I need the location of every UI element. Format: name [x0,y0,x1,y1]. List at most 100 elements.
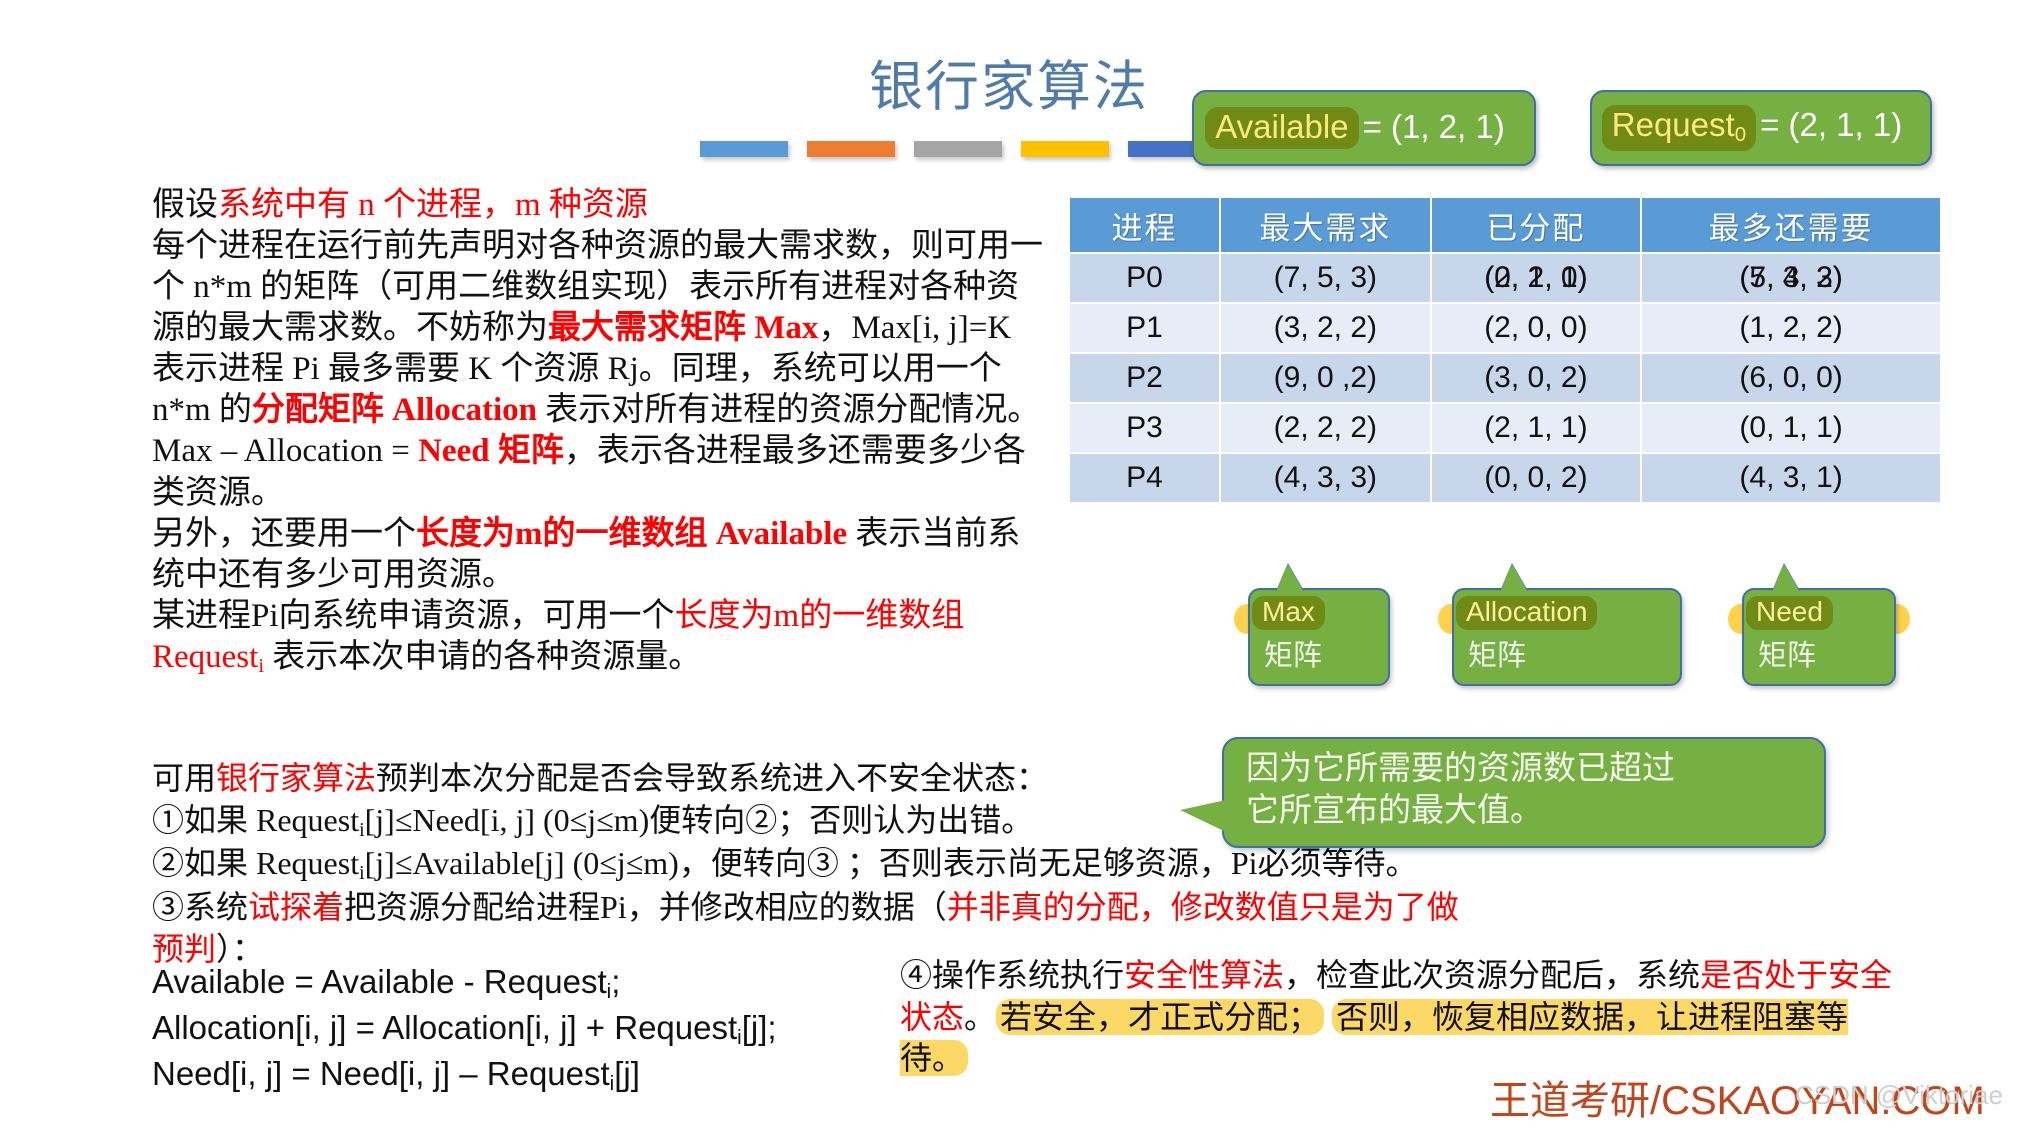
step4-red2: 是否处于安全状态 [900,957,1893,1035]
cell-allocation: (3, 0, 2) [1431,354,1641,402]
formula-need: Need[i, j] = Need[i, j] – Requesti[j] [152,1055,640,1096]
bubble-max-label: Max [1252,596,1325,630]
bubble-tail [1276,564,1304,592]
steps-block: 可用银行家算法预判本次分配是否会导致系统进入不安全状态： ①如果 Request… [152,758,1482,970]
callout-available-value: = (1, 2, 1) [1362,108,1505,145]
th-need: 最多还需要 [1642,198,1940,252]
callout-request0-value: = (2, 1, 1) [1760,106,1903,144]
table-row: P3 (2, 2, 2) (2, 1, 1) (0, 1, 1) [1070,404,1940,452]
table-row: P0 (7, 5, 3) (0, 1, 0) (2, 2, 1) (7, 4, … [1070,254,1940,302]
bubble-tail [1500,564,1528,592]
table-row: P4 (4, 3, 3) (0, 0, 2) (4, 3, 1) [1070,454,1940,502]
table-row: P2 (9, 0 ,2) (3, 0, 2) (6, 0, 0) [1070,354,1940,402]
step4-highlight-1: 若安全，才正式分配； [996,998,1325,1035]
p3-head: 另外，还要用一个 [152,515,416,552]
cell-max: (4, 3, 3) [1221,454,1430,502]
th-process: 进程 [1070,198,1220,252]
p4-head: 某进程Pi向系统申请资源，可用一个 [152,597,675,634]
table-header-row: 进程 最大需求 已分配 最多还需要 [1070,198,1940,252]
callout-available: Available = (1, 2, 1) [1192,90,1536,166]
cell-need: (6, 0, 0) [1642,354,1940,402]
callout-request0: Request0 = (2, 1, 1) [1590,90,1932,166]
accent-bar-3 [914,141,1002,157]
p4-red: 长度为m的一维数组 Requesti [152,597,965,677]
formula-allocation: Allocation[i, j] = Allocation[i, j] + Re… [152,1009,777,1050]
callout-available-text: Available = (1, 2, 1) [1205,107,1505,149]
p2-mid: ，Max[i, j]=K 表示进程 Pi 最多需要 K 个资源 Rj。同理，系统… [152,310,1012,429]
overlapping-values: (0, 1, 0) (2, 2, 1) [1484,261,1588,294]
bubble-need: Need 矩阵 [1728,564,1910,686]
formula-available: Available = Available - Requesti; [152,963,621,1004]
step-4-block: ④操作系统执行安全性算法，检查此次资源分配后，系统是否处于安全状态。 若安全，才正… [900,955,1910,1080]
cell-process: P2 [1070,354,1220,402]
speech-bubble-explanation: 因为它所需要的资源数已超过 它所宣布的最大值。 [1180,737,1826,849]
th-allocation: 已分配 [1431,198,1641,252]
cell-need: (7, 4, 3) (5, 3, 2) [1642,254,1940,302]
p4-tail: 表示本次申请的各种资源量。 [264,638,702,675]
bubble-max-cn: 矩阵 [1264,640,1323,672]
overlapping-values: (7, 4, 3) (5, 3, 2) [1739,261,1843,294]
cell-max: (9, 0 ,2) [1221,354,1430,402]
bubble-allocation-label: Allocation [1456,596,1598,630]
accent-bar-1 [700,141,788,157]
p3-red: 长度为m的一维数组 Available [416,515,848,552]
step4-mid: ，检查此次资源分配后，系统 [1284,957,1701,993]
cell-allocation: (2, 0, 0) [1431,304,1641,352]
speech-line-2: 它所宣布的最大值。 [1246,792,1543,829]
cell-allocation: (2, 1, 1) [1431,404,1641,452]
th-max: 最大需求 [1221,198,1430,252]
cell-allocation: (0, 1, 0) (2, 2, 1) [1431,254,1641,302]
footer-brand: 王道考研/CSKAOYAN.COM [1490,1079,1985,1123]
speech-line-1: 因为它所需要的资源数已超过 [1246,751,1675,787]
p2-red-need: Need 矩阵 [418,433,564,470]
resource-table: 进程 最大需求 已分配 最多还需要 P0 (7, 5, 3) (0, 1, 0)… [1068,196,1942,504]
bubble-need-label: Need [1746,596,1833,630]
p1-red: 系统中有 n 个进程，m 种资源 [218,187,648,223]
accent-bar-4 [1021,141,1109,157]
cell-process: P0 [1070,254,1220,302]
cell-process: P3 [1070,404,1220,452]
speech-bubble-tail [1180,800,1226,833]
p2-red-max: 最大需求矩阵 Max [548,310,819,347]
bubble-max: Max 矩阵 [1234,564,1390,686]
p2-text: 每个进程在运行前先声明对各种资源的最大需求数，则可用一个 n*m 的矩阵（可用二… [152,228,1043,347]
intro-tail: 预判本次分配是否会导致系统进入不安全状态： [376,760,1049,796]
body-paragraph-block: 假设系统中有 n 个进程，m 种资源 每个进程在运行前先声明对各种资源的最大需求… [152,185,1052,679]
p2-red-allocation: 分配矩阵 Allocation [251,392,537,429]
cell-max: (2, 2, 2) [1221,404,1430,452]
accent-bar-strip [700,141,1216,157]
cell-allocation: (0, 0, 2) [1431,454,1641,502]
callout-available-label: Available [1205,107,1359,149]
step-1: ①如果 Requesti[j]≤Need[i, j] (0≤j≤m)便转向②；否… [152,801,1034,841]
accent-bar-2 [807,141,895,157]
cell-max: (7, 5, 3) [1221,254,1430,302]
cell-need: (0, 1, 1) [1642,404,1940,452]
formula-block: Available = Available - Requesti; Alloca… [152,960,852,1098]
cell-process: P1 [1070,304,1220,352]
intro-red: 银行家算法 [216,760,377,796]
cell-process: P4 [1070,454,1220,502]
cell-max: (3, 2, 2) [1221,304,1430,352]
step-3: ③系统试探着把资源分配给进程Pi，并修改相应的数据（并非真的分配，修改数值只是为… [152,889,1459,967]
bubble-need-cn: 矩阵 [1758,640,1817,672]
table-row: P1 (3, 2, 2) (2, 0, 0) (1, 2, 2) [1070,304,1940,352]
cell-need: (4, 3, 1) [1642,454,1940,502]
bubble-allocation: Allocation 矩阵 [1438,564,1682,686]
p2-mid2: 表示对所有进程的资源分配情况。Max – Allocation = [152,392,1041,470]
callout-request0-label: Request0 [1601,105,1757,151]
p1-prefix: 假设 [152,187,218,223]
bubble-allocation-cn: 矩阵 [1468,640,1527,672]
step4-head: ④操作系统执行 [900,957,1125,993]
cell-need: (1, 2, 2) [1642,304,1940,352]
intro-head: 可用 [152,760,217,796]
step4-red1: 安全性算法 [1124,957,1285,993]
step-2: ②如果 Requesti[j]≤Available[j] (0≤j≤m)，便转向… [152,845,1418,885]
p2-tail: ，表示各进程最多还需要多少各类资源。 [152,433,1026,511]
step4-mid2: 。 [964,998,997,1035]
page-title: 银行家算法 [869,57,1149,117]
p3-tail: 表示当前系统中还有多少可用资源。 [152,515,1021,593]
bubble-tail [1772,564,1800,592]
callout-request0-text: Request0 = (2, 1, 1) [1601,105,1903,151]
bubble-dot [1884,604,1910,634]
